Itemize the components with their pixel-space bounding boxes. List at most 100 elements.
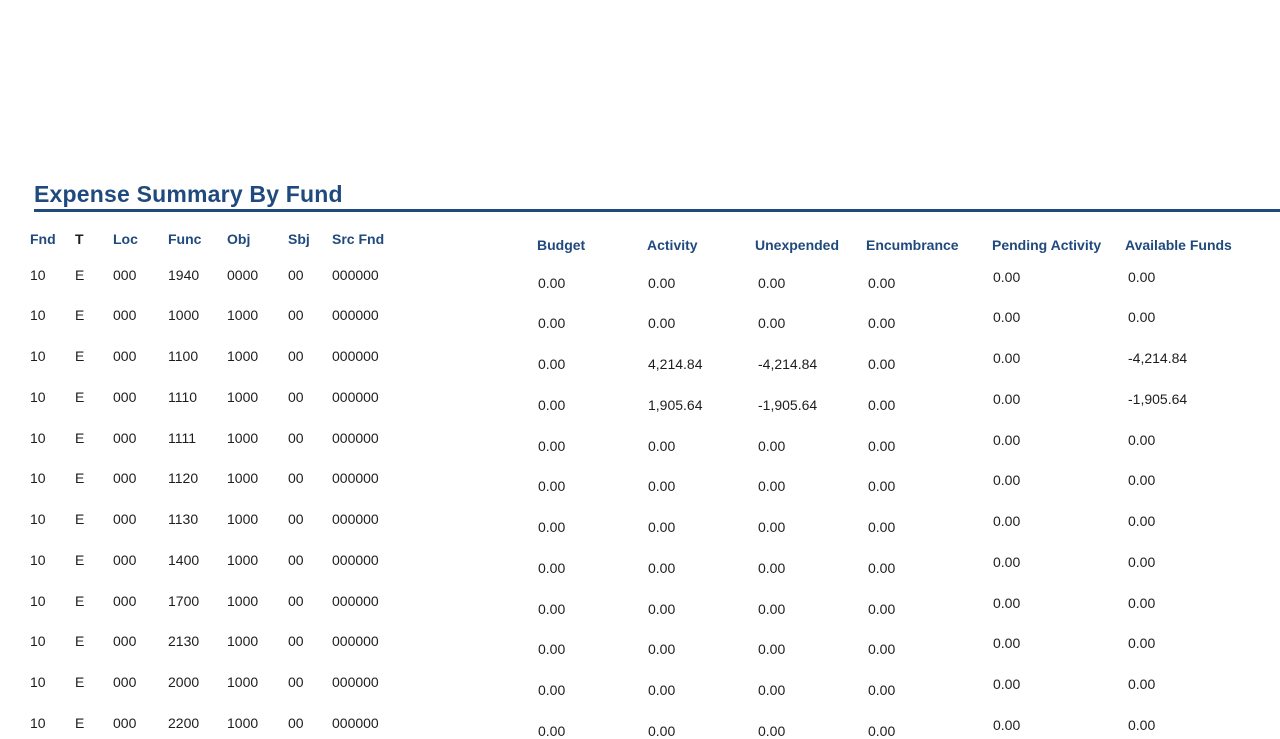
cell-src-fnd: 000000 [332, 633, 379, 649]
cell-sbj: 00 [288, 307, 304, 323]
col-header-pending-activity: Pending Activity [992, 237, 1102, 253]
cell-fnd: 10 [30, 348, 46, 364]
cell-src-fnd: 000000 [332, 470, 379, 486]
cell-t: E [75, 307, 85, 323]
cell-src-fnd: 000000 [332, 511, 379, 527]
cell-obj: 1000 [227, 348, 259, 364]
cell-t: E [75, 674, 85, 690]
cell-encumbrance: 0.00 [868, 641, 896, 657]
cell-loc: 000 [113, 348, 137, 364]
cell-t: E [75, 267, 85, 283]
cell-src-fnd: 000000 [332, 267, 379, 283]
col-header-src-fnd: Src Fnd [332, 231, 385, 247]
cell-fnd: 10 [30, 633, 46, 649]
cell-src-fnd: 000000 [332, 389, 379, 405]
cell-pending-activity: 0.00 [993, 472, 1021, 488]
cell-pending-activity: 0.00 [993, 635, 1021, 651]
cell-available-funds: 0.00 [1128, 269, 1156, 285]
cell-unexpended: 0.00 [758, 519, 786, 535]
cell-fnd: 10 [30, 470, 46, 486]
cell-sbj: 00 [288, 470, 304, 486]
cell-unexpended: 0.00 [758, 478, 786, 494]
cell-fnd: 10 [30, 267, 46, 283]
cell-obj: 0000 [227, 267, 259, 283]
cell-budget: 0.00 [538, 641, 566, 657]
cell-fnd: 10 [30, 552, 46, 568]
cell-sbj: 00 [288, 633, 304, 649]
col-header-obj: Obj [227, 231, 251, 247]
col-header-activity: Activity [647, 237, 698, 253]
cell-loc: 000 [113, 633, 137, 649]
col-header-func: Func [168, 231, 202, 247]
cell-pending-activity: 0.00 [993, 595, 1021, 611]
cell-obj: 1000 [227, 593, 259, 609]
cell-pending-activity: 0.00 [993, 391, 1021, 407]
cell-func: 2130 [168, 633, 200, 649]
col-header-sbj: Sbj [288, 231, 310, 247]
cell-available-funds: 0.00 [1128, 554, 1156, 570]
cell-unexpended: 0.00 [758, 275, 786, 291]
col-header-t: T [75, 231, 84, 247]
cell-available-funds: -1,905.64 [1128, 391, 1188, 407]
cell-fnd: 10 [30, 715, 46, 731]
cell-activity: 0.00 [648, 438, 676, 454]
cell-fnd: 10 [30, 430, 46, 446]
cell-available-funds: 0.00 [1128, 513, 1156, 529]
cell-available-funds: 0.00 [1128, 635, 1156, 651]
cell-loc: 000 [113, 593, 137, 609]
cell-sbj: 00 [288, 348, 304, 364]
cell-obj: 1000 [227, 389, 259, 405]
cell-encumbrance: 0.00 [868, 397, 896, 413]
cell-budget: 0.00 [538, 315, 566, 331]
cell-obj: 1000 [227, 552, 259, 568]
col-header-unexpended: Unexpended [755, 237, 840, 253]
report-page: { "page": { "title": "Expense Summary By… [30, 181, 1280, 739]
cell-fnd: 10 [30, 511, 46, 527]
cell-func: 1111 [168, 430, 197, 446]
cell-obj: 1000 [227, 715, 259, 731]
cell-sbj: 00 [288, 715, 304, 731]
cell-encumbrance: 0.00 [868, 438, 896, 454]
cell-budget: 0.00 [538, 723, 566, 739]
cell-available-funds: 0.00 [1128, 595, 1156, 611]
cell-src-fnd: 000000 [332, 593, 379, 609]
cell-activity: 0.00 [648, 478, 676, 494]
cell-func: 1000 [168, 307, 200, 323]
cell-encumbrance: 0.00 [868, 478, 896, 494]
cell-loc: 000 [113, 307, 137, 323]
cell-obj: 1000 [227, 470, 259, 486]
cell-activity: 4,214.84 [648, 356, 703, 372]
cell-t: E [75, 593, 85, 609]
cell-pending-activity: 0.00 [993, 269, 1021, 285]
cell-unexpended: 0.00 [758, 560, 786, 576]
cell-encumbrance: 0.00 [868, 723, 896, 739]
cell-func: 1940 [168, 267, 200, 283]
cell-obj: 1000 [227, 674, 259, 690]
cell-t: E [75, 470, 85, 486]
cell-func: 1110 [168, 389, 198, 405]
cell-activity: 0.00 [648, 275, 676, 291]
cell-available-funds: 0.00 [1128, 676, 1156, 692]
cell-pending-activity: 0.00 [993, 513, 1021, 529]
cell-sbj: 00 [288, 593, 304, 609]
cell-activity: 0.00 [648, 682, 676, 698]
cell-fnd: 10 [30, 593, 46, 609]
cell-func: 1700 [168, 593, 200, 609]
cell-src-fnd: 000000 [332, 348, 379, 364]
cell-encumbrance: 0.00 [868, 315, 896, 331]
cell-func: 2000 [168, 674, 200, 690]
cell-encumbrance: 0.00 [868, 682, 896, 698]
cell-loc: 000 [113, 389, 137, 405]
cell-func: 1120 [168, 470, 199, 486]
cell-encumbrance: 0.00 [868, 356, 896, 372]
cell-available-funds: 0.00 [1128, 717, 1156, 733]
cell-loc: 000 [113, 715, 137, 731]
cell-available-funds: 0.00 [1128, 432, 1156, 448]
cell-loc: 000 [113, 674, 137, 690]
cell-unexpended: 0.00 [758, 315, 786, 331]
cell-budget: 0.00 [538, 601, 566, 617]
cell-encumbrance: 0.00 [868, 275, 896, 291]
cell-loc: 000 [113, 552, 137, 568]
cell-budget: 0.00 [538, 478, 566, 494]
cell-t: E [75, 552, 85, 568]
